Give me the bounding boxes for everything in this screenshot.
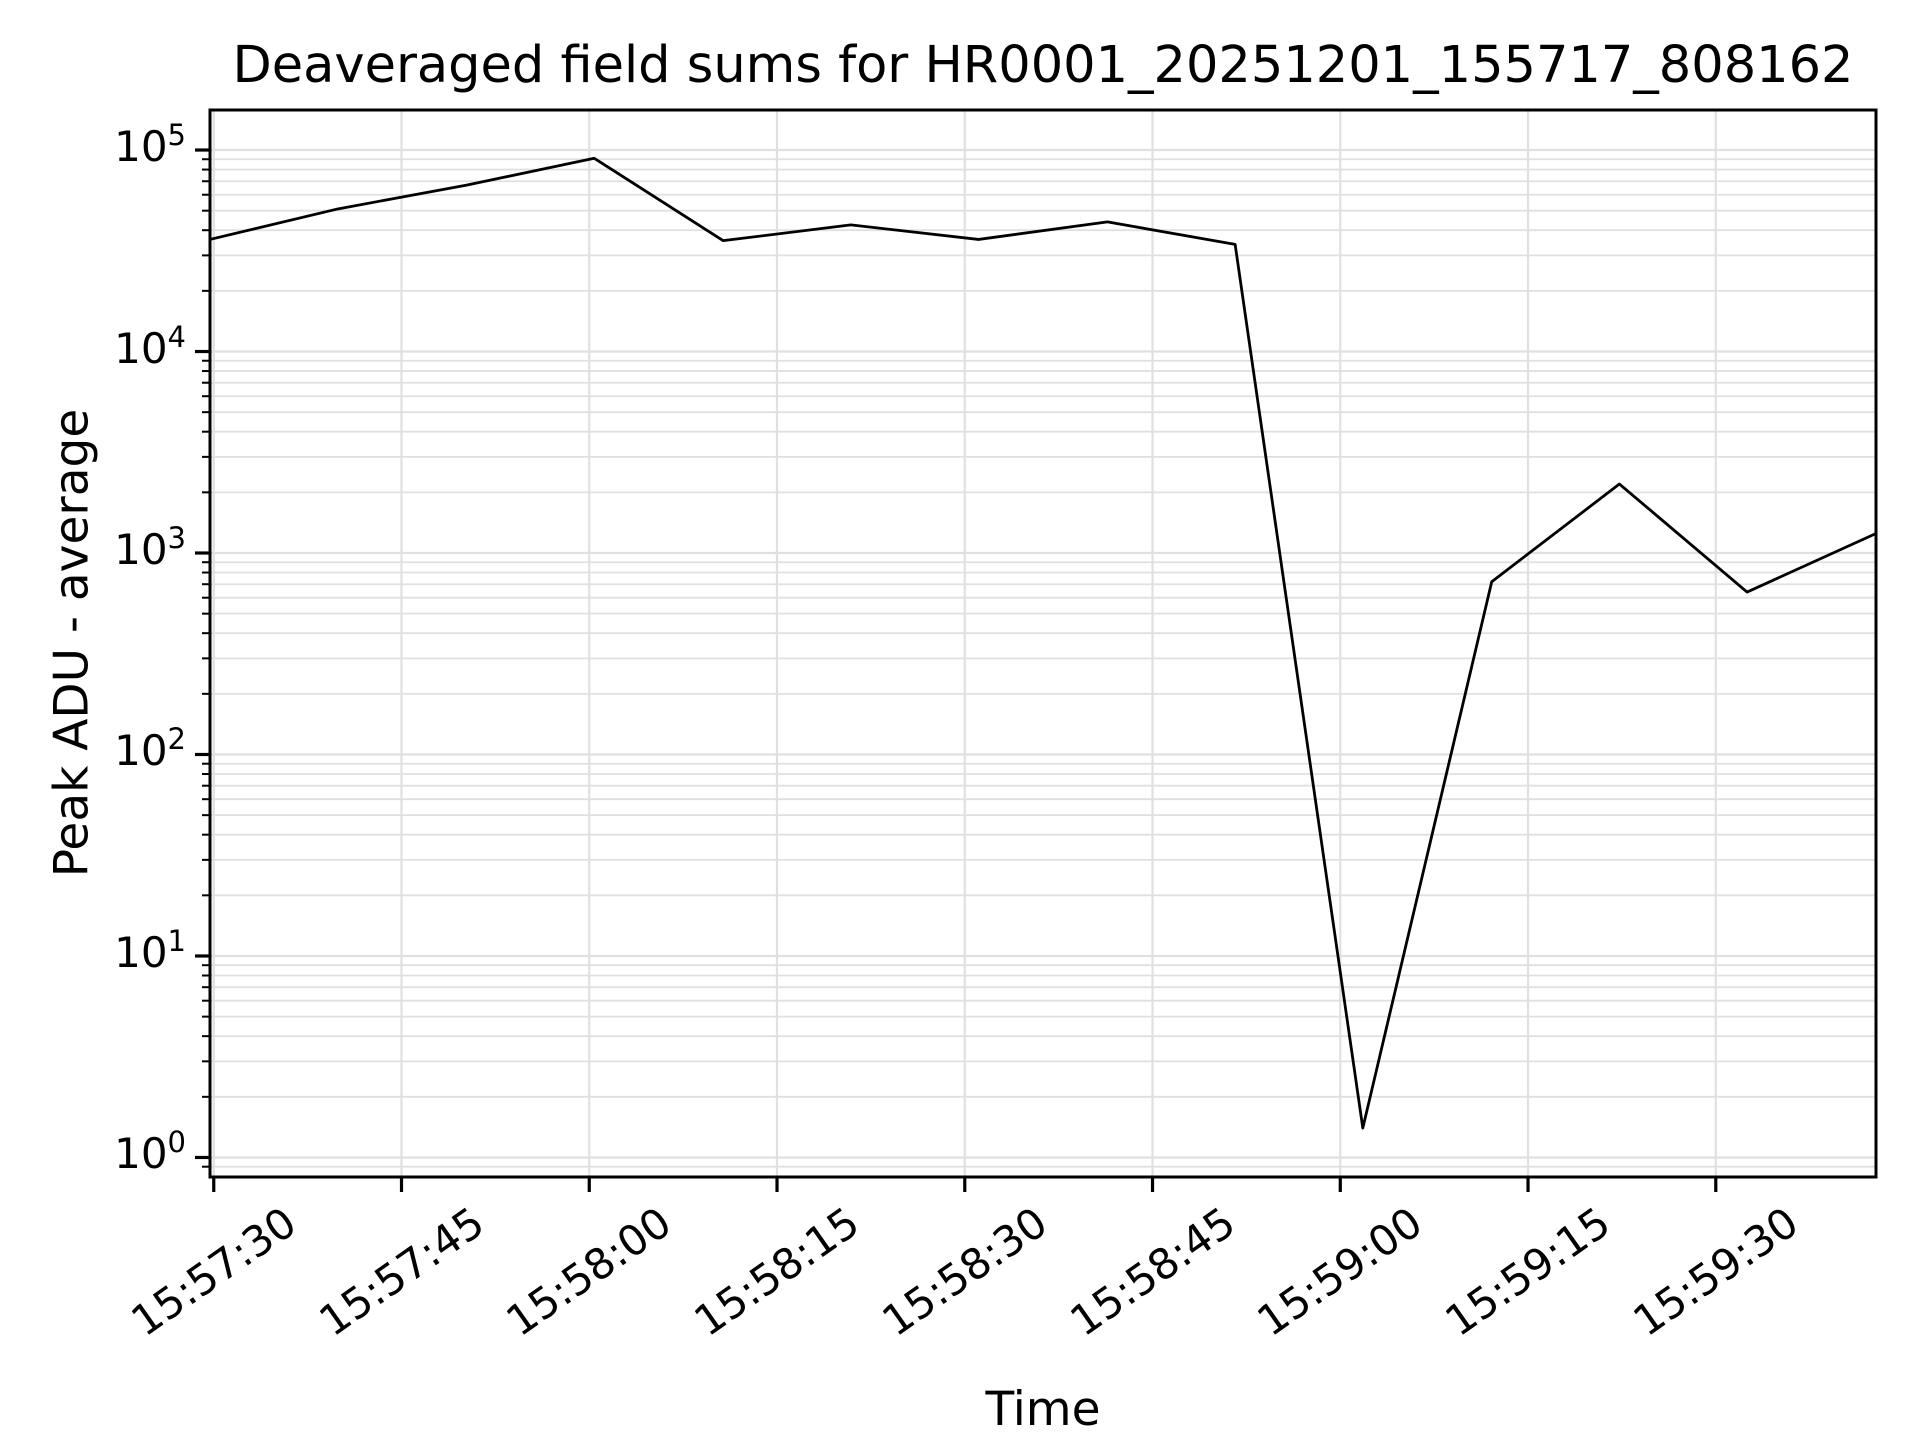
x-axis-label: Time <box>985 1382 1101 1437</box>
y-tick-label: 104 <box>114 319 186 373</box>
y-tick-label: 100 <box>114 1125 186 1179</box>
y-tick-label: 101 <box>114 923 186 977</box>
chart-title: Deaveraged field sums for HR0001_2025120… <box>232 36 1854 95</box>
y-tick-label: 102 <box>114 722 186 776</box>
axes-box <box>208 108 1878 1179</box>
series-line <box>208 156 1878 1130</box>
y-tick-label: 105 <box>114 118 186 172</box>
y-tick-label: 103 <box>114 521 186 574</box>
y-axis-label: Peak ADU - average <box>44 408 100 878</box>
